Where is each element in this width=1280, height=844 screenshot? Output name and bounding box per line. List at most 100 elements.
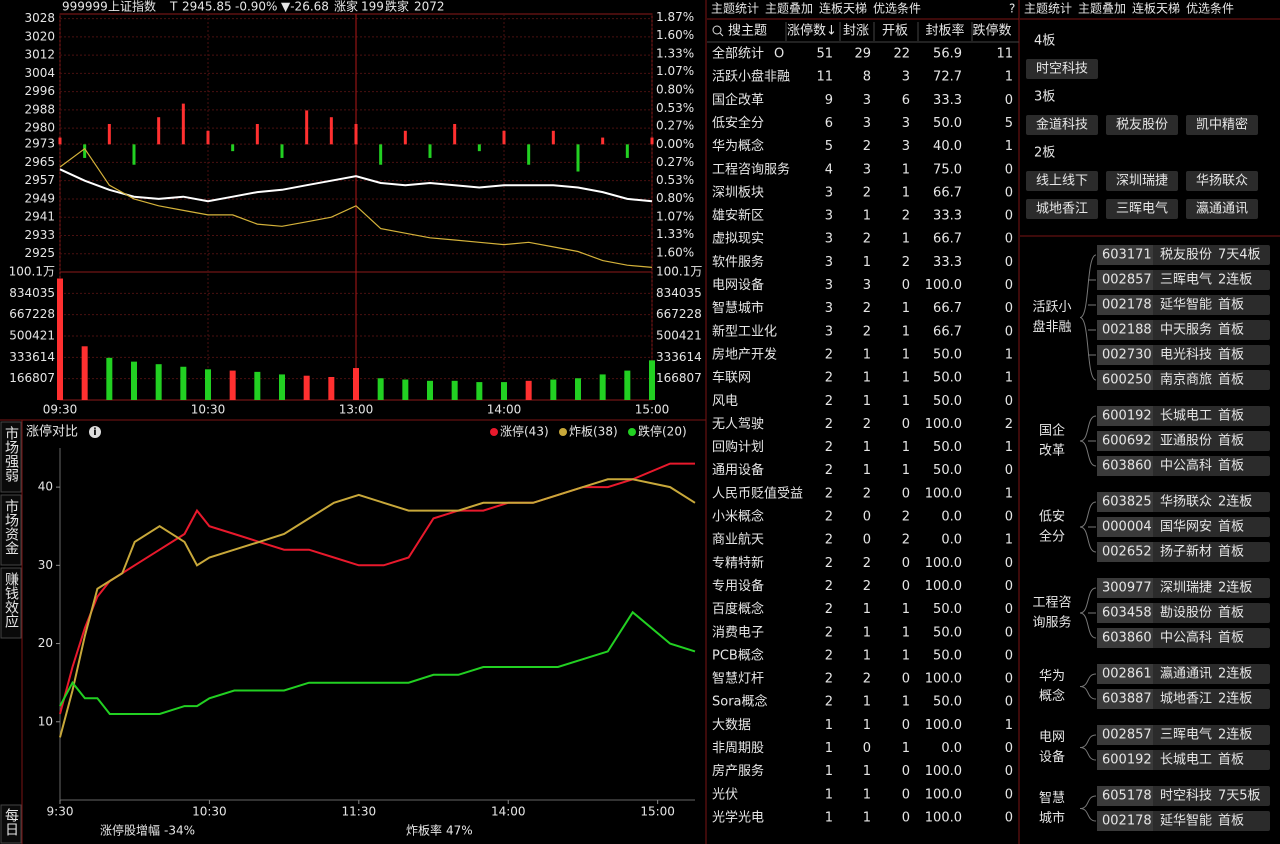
stock-code[interactable]: 002857 <box>1102 273 1152 288</box>
stock-button[interactable] <box>1026 59 1098 79</box>
tab[interactable]: 优选条件 <box>873 2 921 16</box>
theme-name[interactable]: 大数据 <box>712 718 751 733</box>
theme-name[interactable]: 深圳板块 <box>712 185 764 200</box>
stock-name[interactable]: 长城电工 <box>1160 753 1212 768</box>
stock-code[interactable]: 600192 <box>1102 753 1152 768</box>
stock-name[interactable]: 城地香江 <box>1160 692 1212 707</box>
side-tab-label[interactable]: 每日 <box>3 808 19 836</box>
stock-code[interactable]: 603458 <box>1102 606 1152 621</box>
side-tab[interactable] <box>0 494 22 566</box>
stock-button[interactable] <box>1106 199 1178 219</box>
stock-code[interactable]: 600192 <box>1102 409 1152 424</box>
theme-name[interactable]: 国企改革 <box>712 92 764 108</box>
stock-code[interactable]: 300977 <box>1102 581 1152 596</box>
theme-name[interactable]: 回购计划 <box>712 439 764 455</box>
column-header[interactable]: 跌停数 <box>972 23 1011 39</box>
theme-name[interactable]: 人民币贬值受益 <box>712 485 803 501</box>
theme-name[interactable]: 房产服务 <box>712 763 764 779</box>
stock-code[interactable]: 002188 <box>1102 323 1152 338</box>
stock-name[interactable]: 勘设股份 <box>1160 606 1212 621</box>
theme-name[interactable]: Sora概念 <box>712 694 768 710</box>
stock-code[interactable]: 002857 <box>1102 728 1152 743</box>
stock-button[interactable] <box>1186 115 1258 135</box>
theme-name[interactable]: 软件服务 <box>712 254 764 270</box>
side-tab[interactable] <box>0 421 22 493</box>
help[interactable]: ? <box>1009 2 1015 16</box>
theme-name[interactable]: 通用设备 <box>712 462 764 478</box>
stock-code[interactable]: 002861 <box>1102 667 1152 682</box>
side-tab[interactable] <box>0 567 22 639</box>
stock-button-label[interactable]: 城地香江 <box>1036 202 1088 217</box>
theme-name[interactable]: 华为概念 <box>712 138 764 154</box>
legend-label[interactable]: 涨停(43) <box>500 424 549 439</box>
theme-name[interactable]: 新型工业化 <box>712 323 777 339</box>
stock-button-label[interactable]: 税友股份 <box>1116 117 1168 133</box>
stock-button[interactable] <box>1026 171 1098 191</box>
stock-name[interactable]: 中公高科 <box>1160 630 1212 646</box>
theme-name[interactable]: 工程咨询服务 <box>712 161 790 177</box>
theme-name[interactable]: 消费电子 <box>712 625 764 640</box>
tab[interactable]: 主题统计 <box>711 2 759 16</box>
theme-name[interactable]: 百度概念 <box>712 601 764 617</box>
theme-name[interactable]: 商业航天 <box>712 532 764 548</box>
stock-name[interactable]: 长城电工 <box>1160 409 1212 424</box>
stock-name[interactable]: 税友股份 <box>1160 247 1212 263</box>
stock-name[interactable]: 中公高科 <box>1160 458 1212 474</box>
theme-name[interactable]: 虚拟现实 <box>712 232 764 247</box>
legend-label[interactable]: 跌停(20) <box>638 424 687 439</box>
stock-button-label[interactable]: 深圳瑞捷 <box>1116 174 1168 189</box>
column-header[interactable]: 封涨 <box>843 24 869 39</box>
side-tab-label[interactable]: 市场资金 <box>3 498 19 555</box>
stock-name[interactable]: 华扬联众 <box>1160 495 1212 510</box>
theme-name[interactable]: 智慧灯杆 <box>712 671 764 687</box>
stock-name[interactable]: 扬子新材 <box>1160 544 1212 560</box>
theme-name[interactable]: 电网设备 <box>712 277 764 293</box>
stock-button-label[interactable]: 凯中精密 <box>1196 117 1248 133</box>
stock-name[interactable]: 瀛通通讯 <box>1160 666 1212 682</box>
tab[interactable]: 连板天梯 <box>1132 1 1180 16</box>
tab[interactable]: 主题叠加 <box>1078 2 1126 16</box>
stock-name[interactable]: 国华网安 <box>1160 520 1212 535</box>
tab[interactable]: 优选条件 <box>1186 2 1234 16</box>
column-header[interactable]: 涨停数↓ <box>787 23 837 39</box>
search[interactable]: 搜主题 <box>728 24 767 39</box>
theme-name[interactable]: 车联网 <box>712 370 751 386</box>
tab[interactable]: 连板天梯 <box>819 1 867 16</box>
theme-name[interactable]: 雄安新区 <box>712 208 764 224</box>
stock-code[interactable]: 002730 <box>1102 348 1152 363</box>
theme-name[interactable]: 光伏 <box>712 787 738 802</box>
legend-label[interactable]: 炸板(38) <box>569 425 618 439</box>
side-tab-label[interactable]: 市场强弱 <box>3 425 19 482</box>
stock-code[interactable]: 603171 <box>1102 248 1152 263</box>
stock-code[interactable]: 603860 <box>1102 631 1152 646</box>
theme-name[interactable]: 专精特新 <box>712 555 764 571</box>
theme-name[interactable]: 光学光电 <box>712 809 764 825</box>
theme-name[interactable]: 低安全分 <box>712 115 764 131</box>
theme-name[interactable]: 风电 <box>712 394 738 409</box>
stock-button[interactable] <box>1106 171 1178 191</box>
stock-button[interactable] <box>1026 115 1098 135</box>
stock-button-label[interactable]: 时空科技 <box>1036 62 1088 77</box>
stock-name[interactable]: 三晖电气 <box>1160 727 1212 743</box>
stock-code[interactable]: 000004 <box>1102 520 1152 535</box>
theme-name[interactable]: 非周期股 <box>712 741 764 756</box>
theme-name[interactable]: 智慧城市 <box>712 300 764 316</box>
stock-code[interactable]: 603825 <box>1102 495 1152 510</box>
tab[interactable]: 主题叠加 <box>765 2 813 16</box>
theme-name[interactable]: 全部统计 <box>712 46 764 62</box>
stock-name[interactable]: 延华智能 <box>1160 814 1212 829</box>
stock-code[interactable]: 600250 <box>1102 373 1152 388</box>
stock-button-label[interactable]: 瀛通通讯 <box>1196 201 1248 217</box>
stock-code[interactable]: 603860 <box>1102 459 1152 474</box>
stock-name[interactable]: 深圳瑞捷 <box>1160 581 1212 596</box>
stock-button[interactable] <box>1106 115 1178 135</box>
stock-name[interactable]: 南京商旅 <box>1160 372 1212 388</box>
stock-name[interactable]: 中天服务 <box>1160 322 1212 338</box>
stock-button-label[interactable]: 华扬联众 <box>1196 174 1248 189</box>
stock-button-label[interactable]: 三晖电气 <box>1116 201 1168 217</box>
column-header[interactable]: 封板率 <box>925 23 964 39</box>
stock-button-label[interactable]: 线上线下 <box>1036 174 1088 189</box>
theme-name[interactable]: 房地产开发 <box>712 346 777 362</box>
stock-name[interactable]: 亚通股份 <box>1160 434 1212 449</box>
stock-button[interactable] <box>1186 171 1258 191</box>
